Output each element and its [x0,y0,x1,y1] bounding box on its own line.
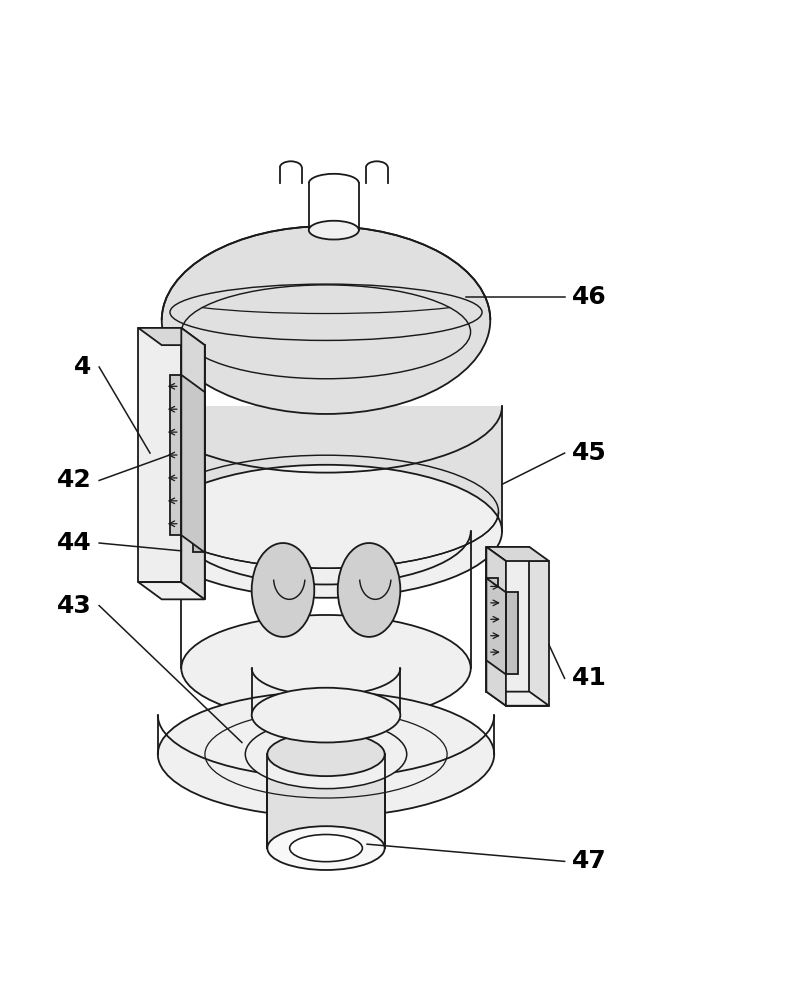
Polygon shape [181,328,205,599]
Polygon shape [193,392,205,552]
Text: 42: 42 [57,468,91,492]
Ellipse shape [245,720,407,789]
Ellipse shape [150,465,502,598]
Polygon shape [138,582,205,599]
Text: 45: 45 [572,441,607,465]
Polygon shape [506,592,517,674]
Polygon shape [138,328,181,582]
Ellipse shape [162,226,491,414]
Polygon shape [487,578,506,674]
Text: 46: 46 [572,285,607,309]
Polygon shape [138,328,205,345]
Polygon shape [487,578,498,660]
Polygon shape [487,547,549,561]
Ellipse shape [252,543,314,637]
Polygon shape [162,345,205,599]
Polygon shape [487,692,549,706]
Text: 41: 41 [572,666,608,690]
Ellipse shape [181,615,471,721]
Polygon shape [487,547,506,706]
Polygon shape [506,561,549,706]
Ellipse shape [268,826,385,870]
Polygon shape [268,754,385,848]
Polygon shape [150,406,502,531]
Text: 47: 47 [572,849,607,873]
Ellipse shape [338,543,400,637]
Ellipse shape [252,688,400,742]
Polygon shape [181,375,205,552]
Ellipse shape [158,692,495,817]
Ellipse shape [268,732,385,776]
Text: 43: 43 [57,594,91,618]
Text: 44: 44 [57,531,91,555]
Text: 4: 4 [74,355,91,379]
Polygon shape [487,547,529,692]
Ellipse shape [309,221,359,240]
Polygon shape [170,375,181,535]
Ellipse shape [290,835,363,862]
